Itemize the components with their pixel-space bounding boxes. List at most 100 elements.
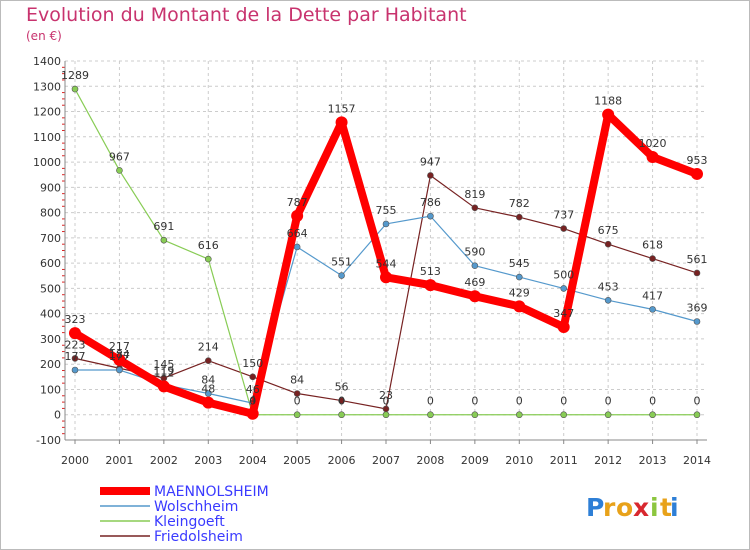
data-label: 786 <box>420 196 441 209</box>
y-tick-label: 700 <box>40 232 61 245</box>
data-label: 1289 <box>61 69 89 82</box>
data-point <box>338 411 345 419</box>
data-label: 0 <box>294 395 301 408</box>
legend-label: Friedolsheim <box>154 529 243 545</box>
y-tick-label: 900 <box>40 181 61 194</box>
data-label: 675 <box>598 224 619 237</box>
data-point <box>604 240 612 248</box>
data-label: 590 <box>464 246 485 259</box>
x-tick-label: 2007 <box>372 454 400 467</box>
data-point <box>513 300 526 313</box>
data-point <box>335 116 348 129</box>
data-point <box>113 353 126 366</box>
data-point <box>204 357 212 364</box>
data-label: 0 <box>516 395 523 408</box>
data-label: 217 <box>109 340 130 353</box>
data-label: 551 <box>331 256 352 269</box>
data-label: 429 <box>509 286 530 299</box>
data-point <box>246 407 259 420</box>
data-point <box>693 318 701 325</box>
legend-label: Kleingoeft <box>154 514 225 530</box>
data-point <box>649 306 656 313</box>
data-label: 545 <box>509 257 530 270</box>
data-point <box>338 272 345 279</box>
data-point <box>693 269 701 277</box>
data-label: 664 <box>287 227 308 240</box>
x-tick-label: 2012 <box>594 454 622 467</box>
data-point <box>69 327 81 340</box>
data-label: 561 <box>687 253 708 266</box>
data-point <box>560 285 568 292</box>
data-label: 618 <box>642 239 663 252</box>
data-point <box>380 271 392 284</box>
logo-letter: t <box>660 493 672 522</box>
data-point <box>382 411 390 419</box>
data-label: 112 <box>153 366 174 379</box>
data-label: 819 <box>464 188 485 201</box>
axes: -100010020030040050060070080090010001100… <box>33 55 711 467</box>
data-label: 46 <box>246 383 260 396</box>
logo-letter: i <box>670 493 679 522</box>
data-point <box>427 411 434 419</box>
data-point <box>691 167 703 180</box>
data-point <box>471 262 479 269</box>
data-label: 0 <box>560 395 567 408</box>
y-tick-label: 100 <box>40 383 61 396</box>
data-label: 48 <box>201 383 215 396</box>
data-label: 513 <box>420 265 441 278</box>
data-label: 223 <box>65 338 86 351</box>
x-tick-label: 2001 <box>105 454 133 467</box>
data-label: 184 <box>109 348 130 361</box>
y-tick-label: -100 <box>36 434 61 447</box>
y-tick-label: 800 <box>40 207 61 220</box>
data-label: 469 <box>464 276 485 289</box>
data-label: 369 <box>687 301 708 314</box>
data-label: 0 <box>383 395 390 408</box>
logo-letter: P <box>586 493 604 522</box>
data-point <box>693 411 701 419</box>
data-label: 214 <box>198 341 219 354</box>
data-point <box>338 397 345 404</box>
y-tick-label: 1300 <box>33 80 61 93</box>
data-point <box>515 273 523 281</box>
data-point <box>157 380 170 393</box>
data-label: 616 <box>198 239 219 252</box>
data-label: 150 <box>242 357 263 370</box>
x-tick-label: 2013 <box>639 454 667 467</box>
data-point <box>468 290 481 303</box>
data-label: 967 <box>109 150 130 163</box>
logo-letter: o <box>616 493 633 522</box>
data-point <box>204 255 212 263</box>
data-point <box>293 390 301 397</box>
x-tick-label: 2014 <box>683 454 711 467</box>
y-tick-label: 300 <box>40 333 61 346</box>
chart-title: Evolution du Montant de la Dette par Hab… <box>26 4 467 26</box>
y-tick-label: 1200 <box>33 106 61 119</box>
y-tick-label: 1000 <box>33 156 61 169</box>
data-point <box>604 296 612 304</box>
data-point <box>649 255 656 262</box>
data-point <box>602 108 615 121</box>
data-label: 0 <box>471 395 478 408</box>
x-tick-label: 2005 <box>283 454 311 467</box>
data-label: 0 <box>427 395 434 408</box>
data-label: 23 <box>379 389 393 402</box>
data-label: 145 <box>153 358 174 371</box>
y-tick-label: 400 <box>40 308 61 321</box>
x-tick-label: 2000 <box>61 454 89 467</box>
data-point <box>116 366 123 374</box>
data-point <box>427 172 434 179</box>
x-tick-label: 2011 <box>550 454 578 467</box>
data-label: 177 <box>65 350 86 363</box>
data-point <box>646 151 659 164</box>
data-point <box>382 220 390 228</box>
data-point <box>71 355 79 362</box>
data-point <box>249 373 257 381</box>
data-point <box>202 396 215 409</box>
data-label: 0 <box>694 395 701 408</box>
data-label: 119 <box>153 365 174 378</box>
x-tick-label: 2004 <box>239 454 267 467</box>
